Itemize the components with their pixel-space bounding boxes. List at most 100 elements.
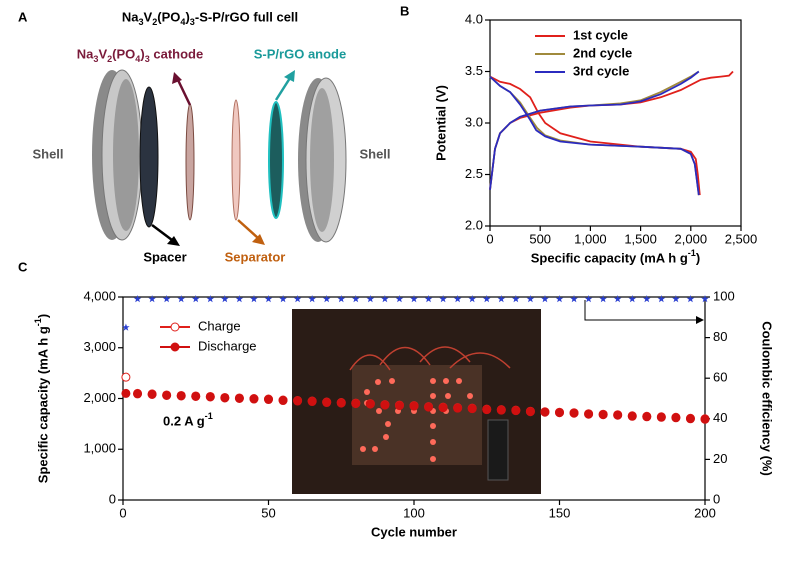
- data-point: [278, 396, 288, 406]
- x-tick-label: 50: [261, 505, 275, 520]
- data-point: [439, 295, 447, 303]
- data-point: [555, 408, 564, 418]
- data-point: [569, 408, 579, 418]
- data-point: [191, 295, 200, 303]
- data-point: [685, 414, 695, 424]
- arrow-head: [252, 234, 265, 245]
- y-tick-label: 3.5: [465, 63, 483, 78]
- data-point: [613, 410, 623, 420]
- y-axis-label: Specific capacity (mA h g-1): [33, 314, 50, 483]
- data-point: [264, 395, 273, 405]
- shell-label: Shell: [359, 146, 390, 161]
- panel-label: C: [18, 259, 28, 274]
- y2-tick-label: 0: [713, 491, 720, 506]
- arrow-head: [284, 70, 295, 82]
- y-tick-label: 4.0: [465, 11, 483, 26]
- data-point: [366, 295, 375, 303]
- data-point: [642, 412, 652, 422]
- data-point: [570, 295, 578, 303]
- anode: [268, 101, 284, 219]
- data-point: [162, 295, 171, 303]
- breadboard: [352, 365, 482, 465]
- diagram-title: Na3V2(PO4)3-S-P/rGO full cell: [122, 9, 298, 27]
- y-tick-label: 2.0: [465, 217, 483, 232]
- data-point: [657, 295, 666, 303]
- axis-pointer: [584, 300, 700, 321]
- x-tick-label: 2,500: [725, 231, 758, 246]
- data-point: [381, 295, 389, 303]
- data-point: [336, 398, 346, 408]
- y-tick-label: 2,000: [83, 390, 116, 405]
- data-point: [584, 409, 594, 419]
- anode-label: S-P/rGO anode: [254, 46, 346, 61]
- x-tick-label: 0: [119, 505, 126, 520]
- y2-tick-label: 40: [713, 410, 727, 425]
- data-point: [410, 295, 418, 303]
- data-point: [308, 295, 316, 303]
- spacer: [139, 86, 159, 228]
- arrow-head: [696, 316, 704, 324]
- data-point: [525, 407, 535, 417]
- data-point: [279, 295, 287, 303]
- data-point: [395, 295, 404, 303]
- data-point: [438, 403, 448, 413]
- data-point: [599, 295, 607, 303]
- data-point: [220, 393, 230, 403]
- spacer-label: Spacer: [143, 249, 186, 264]
- annotation: 0.2 A g-1: [163, 411, 213, 428]
- data-point: [322, 398, 332, 408]
- data-point: [133, 389, 143, 399]
- data-point: [540, 407, 550, 417]
- cell-diagram: A Na3V2(PO4)3-S-P/rGO full cell Na3V2(PO…: [18, 9, 391, 264]
- legend-marker: [170, 342, 180, 352]
- cathode-label: Na3V2(PO4)3 cathode: [77, 46, 203, 64]
- arrow: [151, 224, 173, 241]
- data-point: [394, 401, 404, 411]
- y-axis-label: Potential (V): [433, 85, 448, 161]
- shell-left-inner: [113, 79, 139, 231]
- y-tick-label: 1,000: [83, 441, 116, 456]
- y2-tick-label: 100: [713, 288, 735, 303]
- x-tick-label: 1,000: [574, 231, 607, 246]
- separator: [231, 99, 241, 221]
- data-point: [555, 295, 564, 303]
- data-point: [584, 295, 593, 303]
- x-tick-label: 100: [403, 505, 425, 520]
- battery: [487, 419, 509, 481]
- data-point: [672, 295, 680, 303]
- data-point: [148, 295, 156, 303]
- data-point: [409, 401, 419, 411]
- data-point: [122, 323, 130, 331]
- data-point: [352, 295, 360, 303]
- data-point: [235, 295, 244, 303]
- data-point: [424, 295, 433, 303]
- data-point: [206, 295, 215, 303]
- data-point: [468, 295, 476, 303]
- y2-axis-label: Coulombic efficiency (%): [760, 321, 775, 476]
- legend-label: 3rd cycle: [573, 63, 629, 78]
- legend-label: 2nd cycle: [573, 45, 632, 60]
- x-tick-label: 500: [529, 231, 551, 246]
- data-point: [176, 391, 186, 401]
- data-point: [511, 406, 521, 416]
- y2-tick-label: 20: [713, 451, 727, 466]
- arrow: [237, 219, 259, 239]
- data-point: [496, 405, 506, 415]
- data-point: [264, 295, 273, 303]
- data-point: [656, 412, 666, 422]
- separator-label: Separator: [225, 249, 286, 264]
- data-point: [322, 295, 331, 303]
- data-point: [627, 411, 637, 421]
- data-point: [293, 295, 302, 303]
- data-point: [512, 295, 520, 303]
- data-point: [205, 392, 215, 402]
- data-point: [598, 410, 608, 420]
- arrow: [274, 77, 292, 101]
- y-tick-label: 2.5: [465, 166, 483, 181]
- data-point: [221, 295, 229, 303]
- arrow-head: [172, 72, 182, 84]
- data-point: [133, 295, 142, 303]
- data-point: [351, 399, 361, 409]
- x-tick-label: 2,000: [675, 231, 708, 246]
- data-point: [424, 402, 434, 412]
